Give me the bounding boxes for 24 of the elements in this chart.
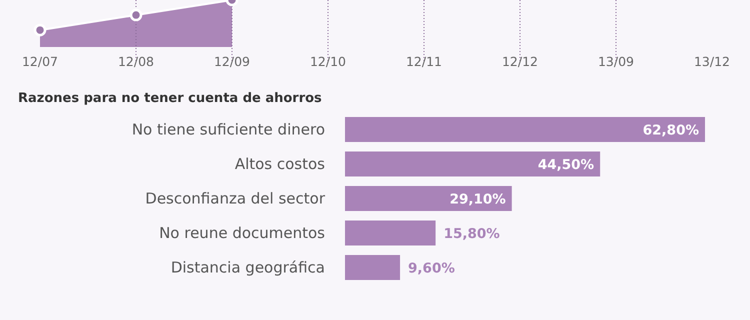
x-tick-label: 12/09 [214, 54, 250, 69]
x-tick-label: 13/12 [694, 54, 730, 69]
x-tick-label: 12/12 [502, 54, 538, 69]
x-tick-label: 12/10 [310, 54, 346, 69]
data-label: 44,50% [538, 157, 595, 173]
y-tick-label: No reune documentos [159, 224, 326, 242]
x-tick-label: 12/11 [406, 54, 442, 69]
x-tick-label: 13/09 [598, 54, 634, 69]
data-label: 62,80% [642, 122, 700, 138]
bar [345, 220, 436, 246]
y-tick-label: Distancia geográfica [170, 258, 325, 276]
x-tick-label: 12/07 [22, 54, 58, 69]
data-label: 15,80% [444, 226, 500, 242]
data-label: 29,10% [450, 192, 506, 208]
y-tick-label: Desconfianza del sector [145, 190, 326, 208]
x-tick-label: 12/08 [118, 54, 154, 69]
data-label: 9,60% [408, 260, 456, 276]
bar [345, 255, 400, 280]
bar [345, 186, 512, 211]
y-tick-label: Altos costos [234, 155, 326, 173]
bar [345, 117, 705, 142]
bar [345, 152, 600, 176]
text: Razones para no tener cuenta de ahorros [18, 91, 322, 106]
y-tick-label: No tiene suficiente dinero [132, 120, 325, 138]
